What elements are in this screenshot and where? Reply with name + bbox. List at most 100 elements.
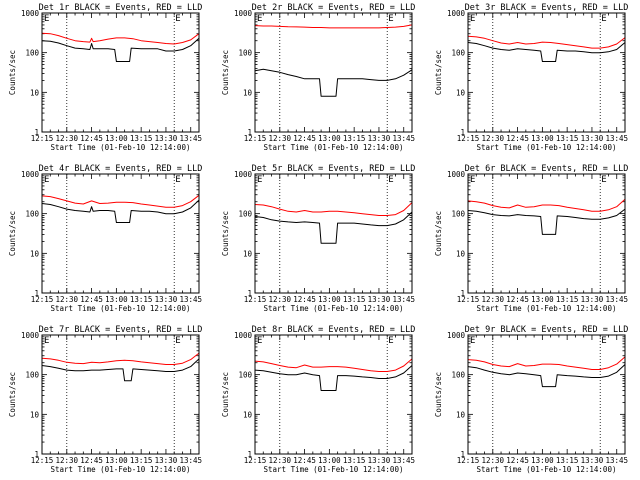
x-tick-label: 12:15 <box>457 134 480 143</box>
x-tick-label: 13:15 <box>556 295 579 304</box>
x-axis-label: Start Time (01-Feb-10 12:14:00) <box>264 304 404 313</box>
x-tick-label: 13:30 <box>155 134 178 143</box>
x-tick-label: 12:45 <box>293 456 316 465</box>
series-line-lld <box>467 356 626 370</box>
detector-panel-3: Det 3r BLACK = Events, RED = LLD 1 10 100 10… <box>434 3 628 152</box>
x-tick-label: 12:15 <box>31 456 54 465</box>
x-tick-label: 13:00 <box>318 456 341 465</box>
y-axis-label: Counts/sec <box>221 211 230 256</box>
x-axis-label: Start Time (01-Feb-10 12:14:00) <box>477 304 617 313</box>
x-tick-label: 12:45 <box>506 456 529 465</box>
marker-label: E <box>601 336 606 346</box>
x-tick-label: 12:30 <box>482 295 505 304</box>
series-line-events <box>467 208 626 235</box>
x-tick-label: 12:45 <box>80 456 103 465</box>
plot-frame <box>254 12 413 133</box>
x-tick-label: 13:30 <box>368 456 391 465</box>
marker-label: E <box>470 14 475 24</box>
y-axis-label: Counts/sec <box>434 50 443 95</box>
y-tick-label: 100 <box>238 371 252 380</box>
marker-label: E <box>257 336 262 346</box>
y-tick-label: 1000 <box>21 331 40 340</box>
y-tick-label: 1 <box>247 450 252 459</box>
series-line-lld <box>467 198 626 212</box>
series-line-events <box>41 199 200 223</box>
x-tick-label: 13:15 <box>556 134 579 143</box>
y-tick-label: 1000 <box>21 9 40 18</box>
panel-title: Det 7r BLACK = Events, RED = LLD <box>39 325 203 335</box>
x-tick-label: 12:30 <box>56 456 79 465</box>
x-tick-label: 13:30 <box>581 134 604 143</box>
y-tick-label: 10 <box>456 410 466 419</box>
y-tick-label: 1 <box>247 289 252 298</box>
x-tick-label: 13:15 <box>343 456 366 465</box>
y-tick-label: 1000 <box>447 170 466 179</box>
series-line-events <box>467 42 626 62</box>
x-tick-label: 13:30 <box>581 295 604 304</box>
x-tick-label: 13:00 <box>105 295 128 304</box>
x-tick-label: 13:45 <box>605 134 628 143</box>
x-tick-label: 13:30 <box>368 134 391 143</box>
series-line-lld <box>41 194 200 208</box>
x-tick-label: 12:30 <box>269 456 292 465</box>
x-tick-label: 13:45 <box>179 295 202 304</box>
y-tick-label: 100 <box>451 210 465 219</box>
y-tick-label: 10 <box>456 249 466 258</box>
plot-frame <box>467 12 626 133</box>
x-tick-label: 13:30 <box>368 295 391 304</box>
plot-frame <box>41 173 200 294</box>
x-tick-label: 12:30 <box>56 295 79 304</box>
series-line-lld <box>467 35 626 49</box>
series-line-events <box>467 364 626 388</box>
series-line-events <box>254 365 413 391</box>
x-axis-label: Start Time (01-Feb-10 12:14:00) <box>264 465 404 474</box>
x-tick-label: 13:30 <box>581 456 604 465</box>
y-tick-label: 100 <box>238 210 252 219</box>
y-tick-label: 1 <box>460 128 465 137</box>
plot-frame <box>467 334 626 455</box>
y-axis-label: Counts/sec <box>221 372 230 417</box>
x-tick-label: 13:15 <box>556 456 579 465</box>
y-tick-label: 1 <box>34 450 39 459</box>
x-axis-label: Start Time (01-Feb-10 12:14:00) <box>51 143 191 152</box>
x-tick-label: 12:30 <box>482 456 505 465</box>
y-axis-label: Counts/sec <box>8 211 17 256</box>
y-tick-label: 100 <box>25 49 39 58</box>
marker-label: E <box>470 336 475 346</box>
marker-label: E <box>257 175 262 185</box>
series-line-lld <box>254 202 413 216</box>
x-axis-label: Start Time (01-Feb-10 12:14:00) <box>51 465 191 474</box>
x-tick-label: 12:15 <box>244 456 267 465</box>
x-tick-label: 13:15 <box>130 456 153 465</box>
series-line-events <box>41 358 200 382</box>
x-tick-label: 12:30 <box>56 134 79 143</box>
y-tick-label: 100 <box>25 210 39 219</box>
marker-label: E <box>601 14 606 24</box>
y-tick-label: 1 <box>247 128 252 137</box>
series-line-events <box>41 37 200 62</box>
marker-label: E <box>44 175 49 185</box>
x-tick-label: 12:15 <box>244 134 267 143</box>
x-tick-label: 13:15 <box>130 134 153 143</box>
y-tick-label: 10 <box>243 410 253 419</box>
series-line-lld <box>254 24 413 29</box>
detector-panel-1: Det 1r BLACK = Events, RED = LLD 1 10 100 10… <box>8 3 202 152</box>
detector-panel-7: Det 7r BLACK = Events, RED = LLD 1 10 100 10… <box>8 325 202 474</box>
marker-label: E <box>44 14 49 24</box>
y-tick-label: 100 <box>25 371 39 380</box>
y-tick-label: 1000 <box>234 170 253 179</box>
x-tick-label: 12:15 <box>31 295 54 304</box>
detector-panel-8: Det 8r BLACK = Events, RED = LLD 1 10 100 10… <box>221 325 415 474</box>
x-tick-label: 13:15 <box>130 295 153 304</box>
plot-frame <box>254 173 413 294</box>
x-tick-label: 12:45 <box>80 295 103 304</box>
x-tick-label: 13:00 <box>531 456 554 465</box>
x-tick-label: 13:45 <box>179 134 202 143</box>
series-line-events <box>254 68 413 97</box>
detector-panel-5: Det 5r BLACK = Events, RED = LLD 1 10 100 10… <box>221 164 415 313</box>
y-tick-label: 1000 <box>21 170 40 179</box>
x-tick-label: 12:45 <box>293 134 316 143</box>
y-tick-label: 10 <box>243 88 253 97</box>
y-tick-label: 1 <box>460 289 465 298</box>
x-axis-label: Start Time (01-Feb-10 12:14:00) <box>264 143 404 152</box>
